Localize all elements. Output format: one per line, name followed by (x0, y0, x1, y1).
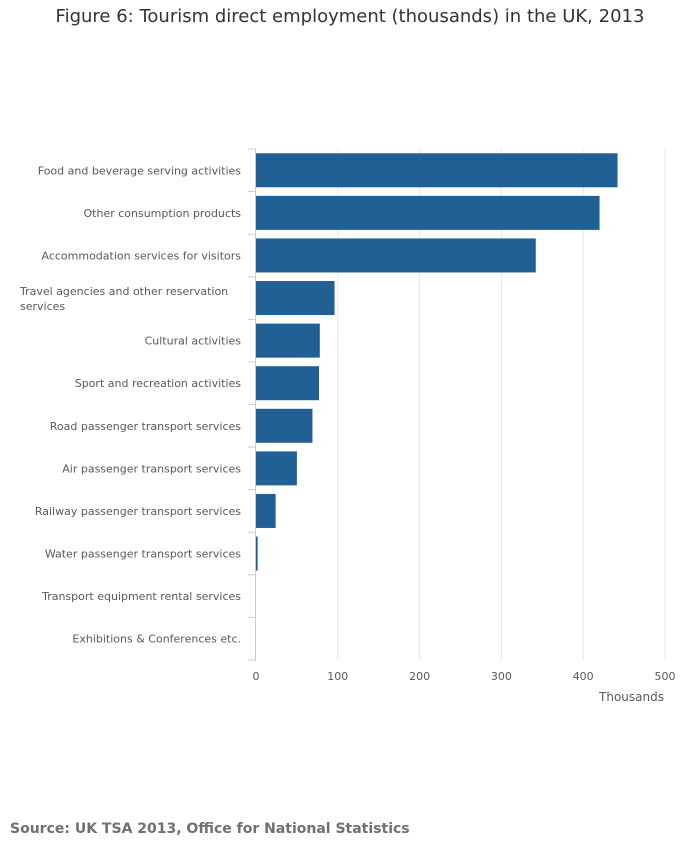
bar-5 (256, 366, 319, 401)
category-label-8: Railway passenger transport services (35, 505, 241, 518)
category-label-1: Other consumption products (84, 207, 242, 220)
category-label-0: Food and beverage serving activities (38, 164, 242, 177)
category-label-4: Cultural activities (145, 335, 242, 348)
bar-9 (256, 536, 258, 571)
x-axis-title: Thousands (598, 690, 664, 704)
bars (256, 153, 618, 571)
bar-2 (256, 238, 536, 273)
x-tick-label-200: 200 (409, 670, 430, 683)
x-tick-label-0: 0 (253, 670, 260, 683)
category-label-7: Air passenger transport services (62, 462, 241, 475)
category-labels: Food and beverage serving activities Othe… (19, 164, 241, 645)
axes (248, 148, 256, 661)
x-tick-label-100: 100 (327, 670, 348, 683)
source-note: Source: UK TSA 2013, Office for National… (10, 821, 410, 837)
category-label-3: Travel agencies and other reservation ser… (19, 285, 228, 313)
category-label-5: Sport and recreation activities (75, 377, 242, 390)
gridlines (337, 149, 666, 660)
category-label-2: Accommodation services for visitors (41, 249, 241, 262)
x-tick-labels: 0 100 200 300 400 500 (253, 670, 676, 683)
category-label-9: Water passenger transport services (45, 548, 241, 561)
bar-6 (256, 408, 313, 443)
bar-1 (256, 195, 600, 230)
category-label-6: Road passenger transport services (50, 420, 242, 433)
bar-0 (256, 153, 618, 188)
bar-7 (256, 451, 297, 486)
category-label-11: Exhibitions & Conferences etc. (72, 633, 241, 646)
bar-8 (256, 493, 276, 528)
category-label-10: Transport equipment rental services (41, 590, 241, 603)
x-tick-label-300: 300 (491, 670, 512, 683)
bar-3 (256, 281, 335, 316)
chart-title: Figure 6: Tourism direct employment (tho… (55, 6, 645, 27)
bar-4 (256, 323, 320, 358)
x-tick-label-400: 400 (573, 670, 594, 683)
x-tick-label-500: 500 (655, 670, 676, 683)
